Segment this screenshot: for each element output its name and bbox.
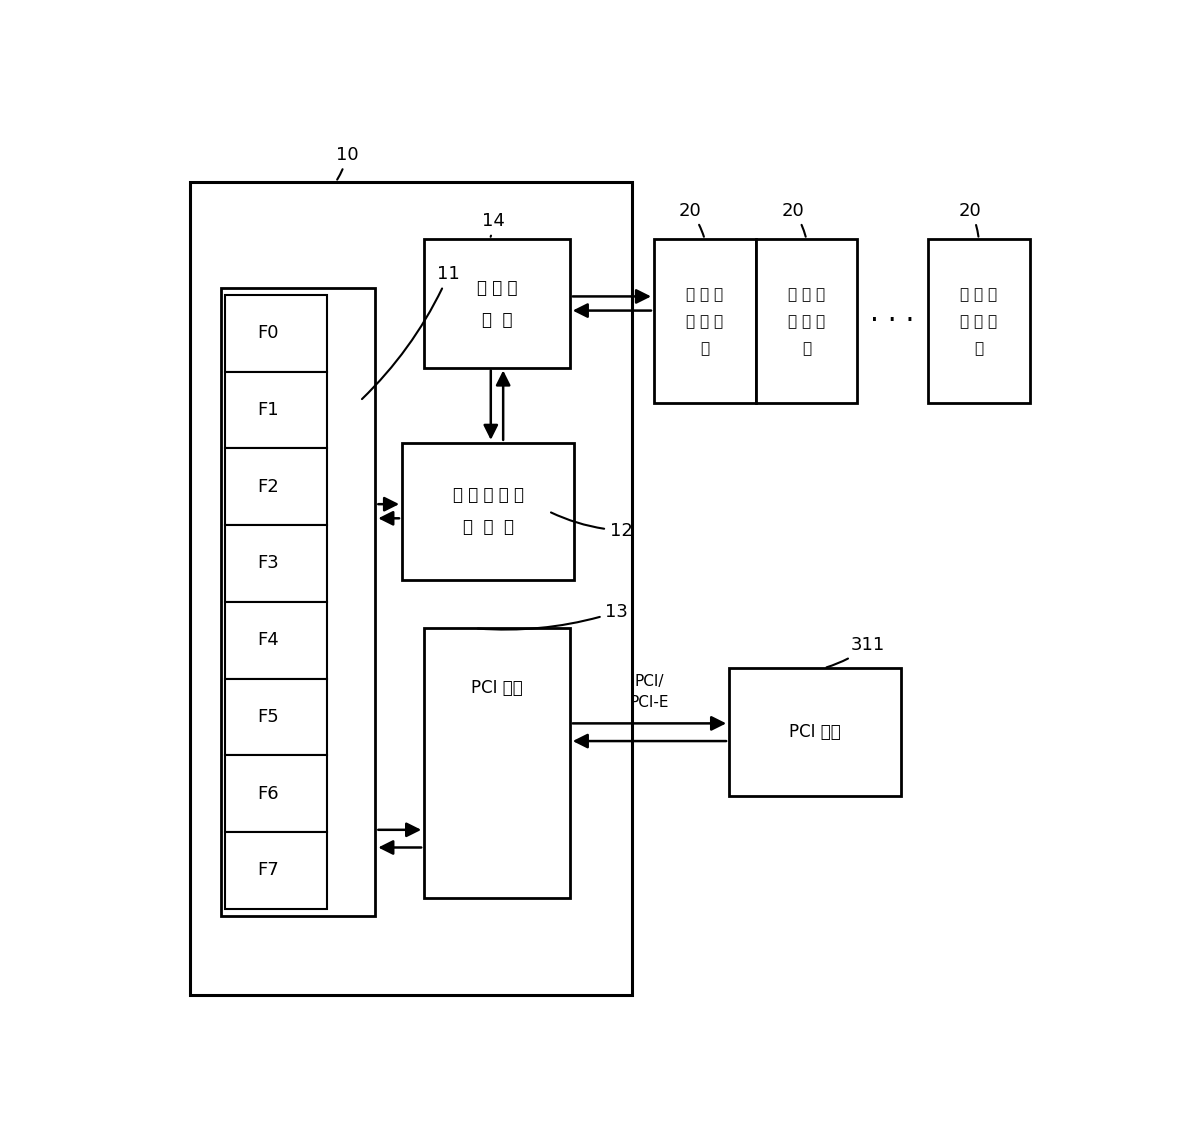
Text: F7: F7: [257, 861, 279, 879]
Text: F3: F3: [257, 554, 279, 573]
Bar: [221, 288, 376, 916]
Bar: [756, 240, 857, 403]
Text: 非 同 步 介 面
控  制  器: 非 同 步 介 面 控 制 器: [452, 487, 523, 536]
Text: PCI 介面: PCI 介面: [471, 678, 523, 697]
Bar: [654, 240, 756, 403]
Bar: [190, 181, 632, 995]
Bar: [226, 755, 327, 832]
Bar: [424, 628, 570, 898]
Text: 13: 13: [478, 603, 628, 629]
Text: 20: 20: [782, 202, 805, 236]
Text: 10: 10: [335, 146, 358, 179]
Text: 14: 14: [482, 212, 504, 236]
Text: 非 同 步
扩 充 模
组: 非 同 步 扩 充 模 组: [788, 287, 824, 356]
Text: F1: F1: [257, 401, 279, 419]
Text: F5: F5: [257, 708, 279, 726]
Text: 11: 11: [361, 265, 461, 400]
Bar: [226, 678, 327, 755]
Text: F6: F6: [257, 784, 279, 802]
Bar: [226, 372, 327, 449]
Text: PCI/
PCI-E: PCI/ PCI-E: [629, 674, 670, 711]
Bar: [226, 449, 327, 525]
Bar: [928, 240, 1030, 403]
Text: F2: F2: [257, 478, 279, 496]
Bar: [729, 668, 901, 797]
Text: 20: 20: [679, 202, 704, 236]
Bar: [226, 602, 327, 678]
Text: 12: 12: [552, 512, 633, 540]
Text: F4: F4: [257, 631, 279, 649]
Text: 20: 20: [959, 202, 981, 236]
Text: PCI 插槽: PCI 插槽: [789, 723, 841, 742]
Text: 非 同 步
扩 充 模
组: 非 同 步 扩 充 模 组: [686, 287, 723, 356]
Text: 311: 311: [827, 636, 886, 667]
Text: 非 同 步
扩 充 模
组: 非 同 步 扩 充 模 组: [960, 287, 997, 356]
Text: · · ·: · · ·: [870, 308, 915, 335]
Bar: [424, 240, 570, 367]
Text: 非 同 步
介  面: 非 同 步 介 面: [477, 279, 517, 328]
Bar: [226, 832, 327, 908]
Text: F0: F0: [257, 325, 279, 342]
Bar: [226, 295, 327, 372]
Bar: [402, 443, 574, 580]
Bar: [226, 525, 327, 602]
